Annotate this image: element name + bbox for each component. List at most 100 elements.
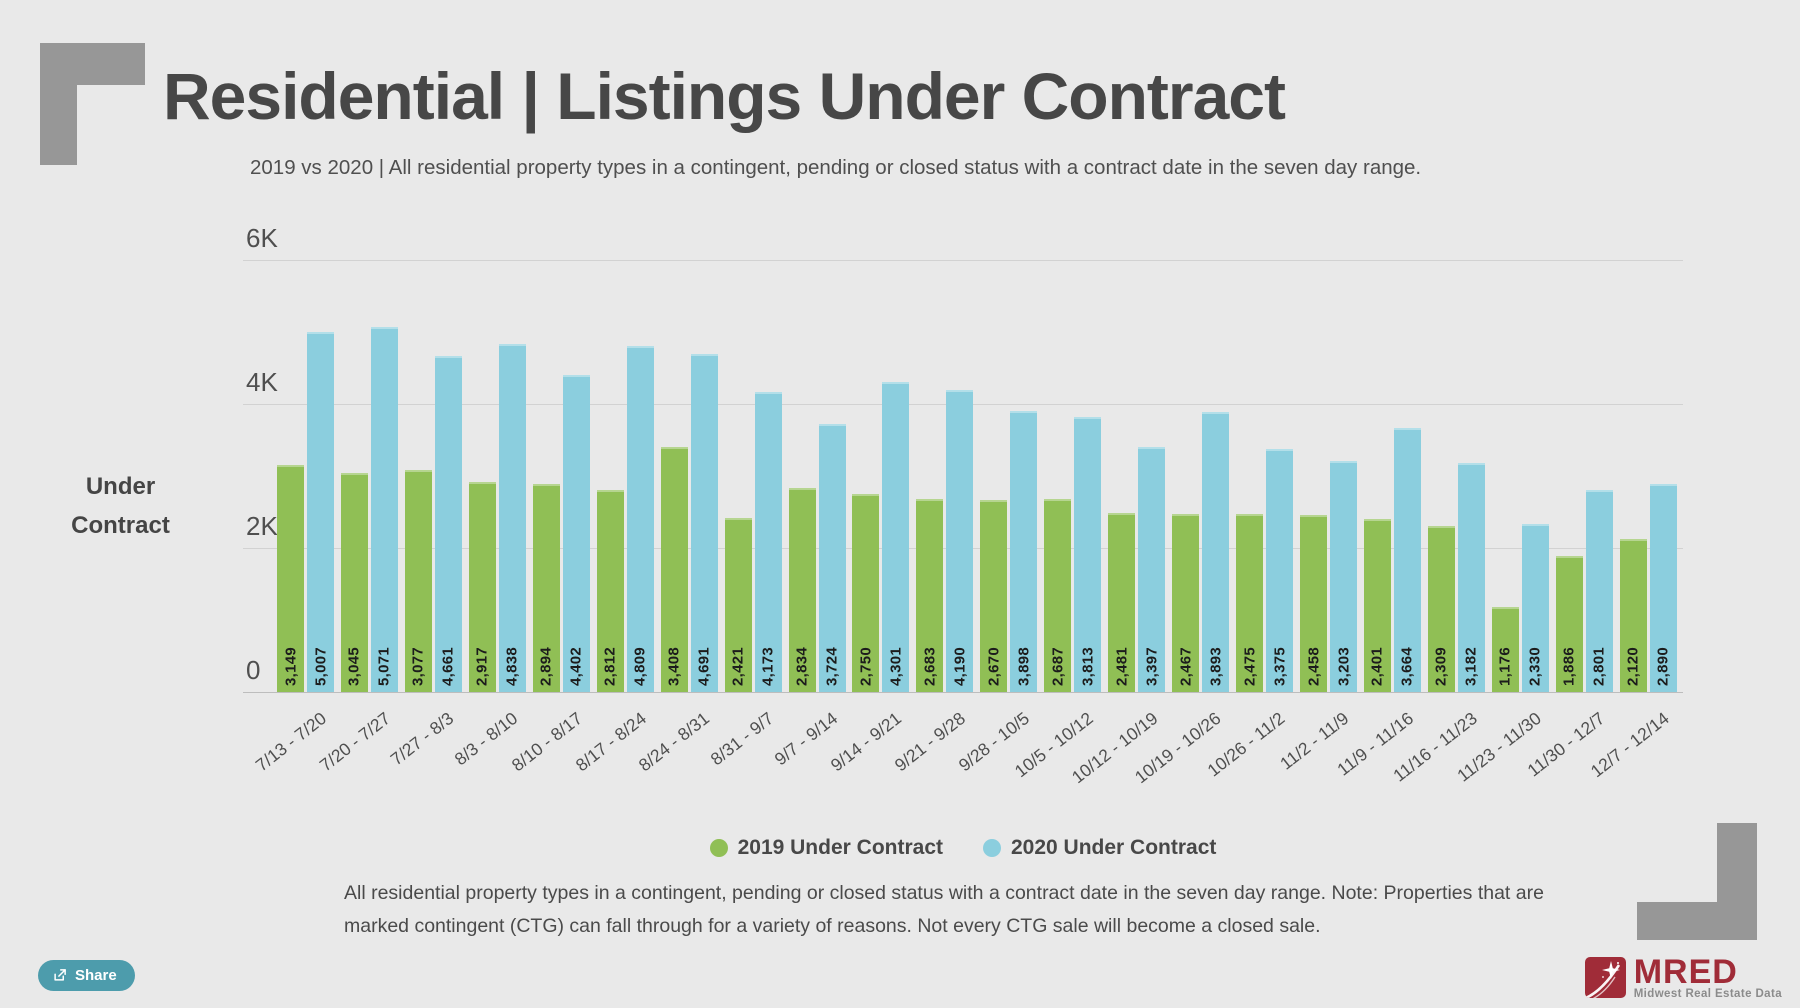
x-axis-label: 8/31 - 9/7: [706, 708, 778, 770]
bar-2020[interactable]: 4,190: [946, 390, 974, 692]
bar-2020[interactable]: 3,182: [1457, 462, 1485, 692]
bar-2020[interactable]: 3,813: [1074, 417, 1102, 692]
bar-2020[interactable]: 4,301: [882, 382, 910, 692]
bar-value-label: 2,894: [537, 646, 555, 686]
x-axis-label: 7/13 - 7/20: [251, 708, 330, 776]
bar-value-label: 2,687: [1049, 646, 1067, 686]
bar-2020[interactable]: 5,071: [370, 326, 398, 692]
bar-group: 2,120 2,890 12/7 - 12/14: [1587, 483, 1677, 781]
mred-logo-name: MRED: [1633, 953, 1738, 991]
share-button[interactable]: Share: [38, 960, 135, 991]
gridline-6K: [243, 260, 1683, 261]
bar-value-label: 2,890: [1654, 646, 1672, 686]
bar-2019[interactable]: 2,458: [1300, 515, 1327, 692]
bar-2019[interactable]: 2,894: [532, 483, 560, 692]
bar-2020[interactable]: 4,661: [434, 356, 462, 692]
bar-value-label: 2,750: [857, 646, 875, 686]
bar-value-label: 3,893: [1207, 646, 1225, 686]
x-axis-label: 9/21 - 9/28: [890, 708, 970, 776]
bar-2019[interactable]: 2,683: [916, 498, 944, 692]
legend-item-2020[interactable]: 2020 Under Contract: [983, 836, 1216, 860]
bar-group: 3,149 5,007 7/13 - 7/20: [252, 331, 334, 775]
bar-group: 2,687 3,813 10/5 - 10/12: [1011, 417, 1102, 781]
bar-2019[interactable]: 2,481: [1108, 513, 1136, 692]
footnote-line-2: marked contingent (CTG) can fall through…: [344, 915, 1321, 937]
bar-2019[interactable]: 2,834: [788, 487, 816, 692]
bar-value-label: 3,397: [1143, 646, 1161, 686]
mred-logo-tagline: Midwest Real Estate Data: [1633, 988, 1782, 1000]
share-button-label: Share: [75, 967, 117, 984]
bar-2020[interactable]: 3,724: [818, 423, 846, 692]
y-axis-title: Under Contract: [71, 473, 170, 539]
bar-2019[interactable]: 3,077: [404, 470, 432, 692]
bar-value-label: 3,182: [1462, 646, 1480, 686]
bar-group: 2,421 4,173 8/31 - 9/7: [707, 391, 782, 769]
bar-value-label: 4,402: [567, 646, 585, 686]
bar-value-label: 2,801: [1590, 646, 1608, 686]
bar-2020[interactable]: 2,330: [1521, 524, 1549, 692]
bar-value-label: 3,149: [282, 646, 299, 686]
bar-2019[interactable]: 2,750: [852, 494, 880, 692]
bar-value-label: 2,475: [1241, 646, 1259, 686]
bar-value-label: 5,071: [375, 646, 393, 686]
bar-2019[interactable]: 2,467: [1172, 514, 1200, 692]
bar-2020[interactable]: 2,801: [1585, 490, 1613, 692]
bar-value-label: 1,886: [1560, 646, 1578, 686]
legend-swatch-2020-icon: [983, 839, 1001, 857]
bar-2019[interactable]: 2,421: [724, 517, 752, 692]
bars-area: 3,149 5,007 7/13 - 7/20 3,045 5,071 7/20 - 7/…: [252, 230, 1677, 787]
bar-2019[interactable]: 1,886: [1555, 556, 1583, 692]
bar-value-label: 2,683: [921, 646, 939, 686]
bar-2019[interactable]: 1,176: [1491, 607, 1519, 692]
bar-2019[interactable]: 3,408: [660, 446, 688, 692]
bar-2020[interactable]: 4,402: [562, 375, 590, 692]
bar-2019[interactable]: 2,917: [468, 481, 496, 692]
bar-value-label: 2,834: [793, 646, 811, 686]
bar-2019[interactable]: 2,812: [596, 489, 624, 692]
bar-value-label: 3,077: [409, 646, 427, 686]
bar-chart: 0 2K 4K 6K 3,149 5,007 7/13 - 7/20 3,045 5,071 7/…: [243, 223, 1683, 787]
y-tick-label: 0: [246, 655, 261, 685]
bar-2020[interactable]: 4,809: [626, 345, 654, 692]
bar-2019[interactable]: 2,309: [1427, 525, 1455, 692]
bar-group: 2,458 3,203 11/2 - 11/9: [1277, 461, 1357, 774]
bar-value-label: 4,838: [503, 646, 521, 686]
bar-2020[interactable]: 3,893: [1202, 411, 1230, 692]
bar-2020[interactable]: 3,898: [1010, 411, 1038, 692]
x-axis-label: 8/17 - 8/24: [571, 708, 650, 776]
bar-2019[interactable]: 2,687: [1044, 498, 1072, 692]
bar-2020[interactable]: 2,890: [1649, 483, 1677, 692]
bar-2020[interactable]: 3,203: [1330, 461, 1357, 692]
bar-2019[interactable]: 2,670: [980, 499, 1008, 692]
bar-group: 2,670 3,898 9/28 - 10/5: [955, 411, 1038, 775]
y-tick-label: 6K: [246, 223, 278, 253]
bar-2020[interactable]: 3,397: [1138, 447, 1166, 692]
bar-2019[interactable]: 3,045: [340, 472, 368, 692]
x-axis-label: 7/20 - 7/27: [315, 708, 394, 776]
bar-2019[interactable]: 3,149: [277, 465, 304, 692]
bar-value-label: 4,190: [951, 646, 969, 686]
bar-2019[interactable]: 2,120: [1619, 539, 1647, 692]
legend-item-2019[interactable]: 2019 Under Contract: [709, 836, 943, 860]
bar-2019[interactable]: 2,475: [1236, 513, 1264, 692]
x-axis-label: 8/10 - 8/17: [507, 708, 586, 776]
bar-2020[interactable]: 3,664: [1393, 428, 1421, 692]
bar-value-label: 2,421: [729, 646, 747, 686]
bar-value-label: 4,173: [759, 646, 777, 686]
bar-value-label: 2,330: [1526, 646, 1544, 686]
bar-2020[interactable]: 5,007: [307, 331, 334, 692]
chart-legend: 2019 Under Contract 2020 Under Contract: [243, 836, 1683, 860]
bar-value-label: 2,120: [1624, 646, 1642, 686]
bar-2019[interactable]: 2,401: [1363, 519, 1391, 692]
bar-2020[interactable]: 4,173: [754, 391, 782, 692]
bar-value-label: 3,045: [345, 646, 363, 686]
bar-group: 2,812 4,809 8/17 - 8/24: [571, 345, 654, 775]
bar-2020[interactable]: 4,691: [690, 354, 718, 692]
bar-group: 2,683 4,190 9/21 - 9/28: [891, 390, 974, 775]
bar-2020[interactable]: 3,375: [1266, 449, 1294, 692]
bar-group: 1,886 2,801 11/30 - 12/7: [1524, 490, 1613, 780]
bar-value-label: 3,724: [823, 646, 841, 686]
footnote: All residential property types in a cont…: [344, 877, 1544, 943]
bar-group: 2,750 4,301 9/14 - 9/21: [827, 382, 910, 775]
bar-2020[interactable]: 4,838: [498, 343, 526, 692]
